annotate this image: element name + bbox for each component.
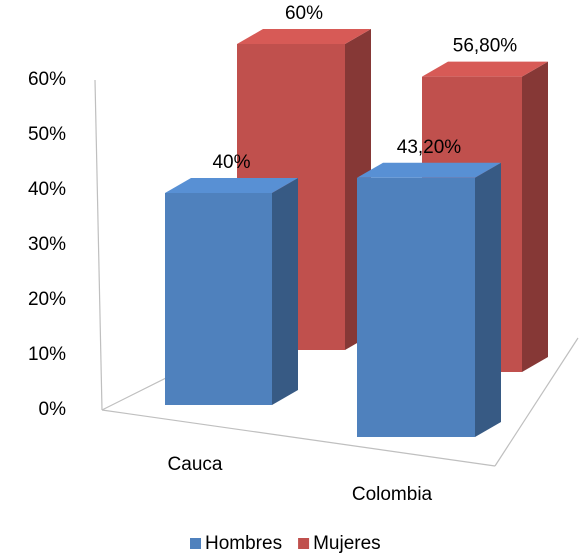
bar (357, 177, 475, 438)
bar-top (165, 178, 298, 193)
floor-edge (101, 409, 496, 467)
y-tick-label: 50% (28, 124, 66, 145)
data-label: 56,80% (453, 36, 518, 57)
y-tick-label: 40% (28, 179, 66, 200)
bar (165, 193, 272, 405)
x-tick-label: Cauca (168, 454, 223, 475)
floor-edge (494, 337, 579, 467)
y-tick-label: 10% (28, 344, 66, 365)
legend-swatch (298, 538, 310, 549)
data-label: 40% (212, 152, 250, 173)
data-label: 43,20% (397, 137, 462, 158)
y-tick-label: 30% (28, 234, 66, 255)
legend-swatch (190, 538, 201, 549)
bar-top (422, 61, 548, 77)
bar-top (237, 29, 371, 44)
chart-frame (94, 79, 579, 467)
legend-label: Mujeres (313, 533, 381, 554)
bar-side (272, 178, 298, 405)
legend-label: Hombres (205, 533, 282, 554)
axis-line (94, 79, 103, 411)
bar-side (522, 61, 548, 372)
y-tick-label: 0% (39, 399, 67, 420)
bar-top (357, 162, 501, 178)
y-tick-label: 20% (28, 289, 66, 310)
y-tick-label: 60% (28, 69, 66, 90)
bar-side (475, 162, 501, 438)
x-tick-label: Colombia (352, 484, 433, 505)
data-label: 60% (285, 3, 323, 24)
